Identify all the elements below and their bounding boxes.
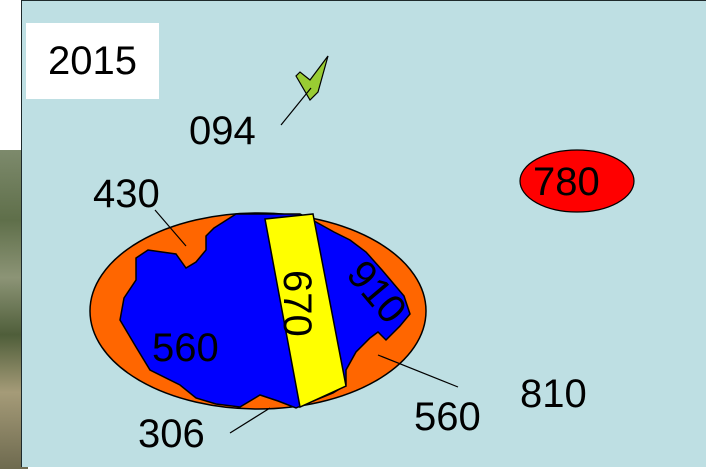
parcel-094-shape [295, 55, 329, 101]
label-306: 306 [138, 412, 205, 456]
label-810: 810 [520, 372, 587, 416]
leader-306 [229, 407, 271, 434]
label-430: 430 [93, 172, 160, 216]
label-780: 780 [533, 160, 600, 204]
label-560-inner: 560 [152, 326, 219, 370]
label-094: 094 [189, 109, 256, 153]
leader-430 [154, 209, 187, 247]
leader-560-outer [377, 354, 459, 388]
label-560-outer: 560 [414, 395, 481, 439]
parcel-670-strip [264, 213, 347, 409]
leader-094 [280, 87, 312, 126]
year-label: 2015 [26, 23, 159, 99]
label-670: 670 [275, 270, 319, 337]
parcel-780-shape [519, 149, 635, 213]
